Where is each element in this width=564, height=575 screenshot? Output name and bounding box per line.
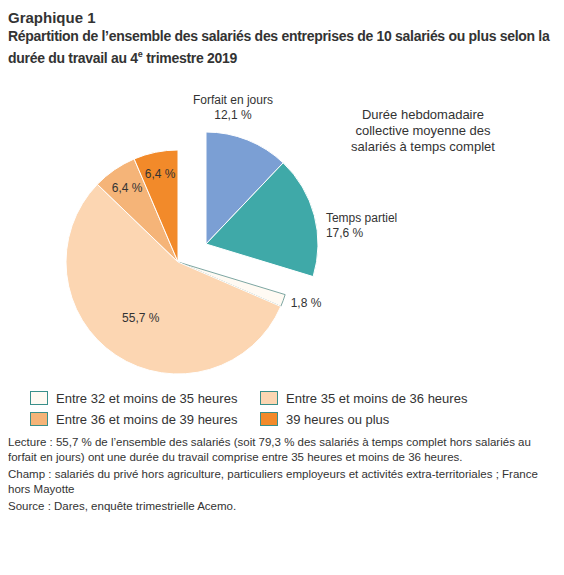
html-text:Répartition de l’ensemble des: Répartition de l’ensemble des salariés d… (8, 28, 550, 66)
svg-text:Forfait en jours12,1 %: Forfait en jours12,1 % (193, 93, 273, 122)
svg-text:Temps partiel17,6 %: Temps partiel17,6 % (326, 211, 397, 240)
html-text:Graphique 1: Graphique 1 (8, 9, 96, 26)
svg-text:6,4 %: 6,4 % (112, 181, 143, 195)
svg-text:55,7 %: 55,7 % (122, 311, 160, 325)
html-text:Source : Dares, enquête trimes: Source : Dares, enquête trimestrielle Ac… (8, 499, 237, 512)
html-text:Champ : salariés du privé hors: Champ : salariés du privé hors agricultu… (8, 467, 538, 495)
html-text:Entre 36 et moins de 39 heures: Entre 36 et moins de 39 heures (56, 411, 238, 427)
html-text:Entre 32 et moins de 35 heures: Entre 32 et moins de 35 heures (56, 390, 238, 406)
html-text:Lecture : 55,7 % de l’ensemble: Lecture : 55,7 % de l’ensemble des salar… (8, 435, 531, 463)
html-text:Entre 35 et moins de 36 heures: Entre 35 et moins de 36 heures (286, 390, 468, 406)
svg-text:6,4 %: 6,4 % (145, 167, 176, 181)
html-text:39 heures ou plus: 39 heures ou plus (286, 411, 390, 427)
html-text:Durée hebdomadaire collective: Durée hebdomadaire collective moyenne de… (351, 106, 495, 154)
svg-text:1,8 %: 1,8 % (291, 296, 322, 310)
